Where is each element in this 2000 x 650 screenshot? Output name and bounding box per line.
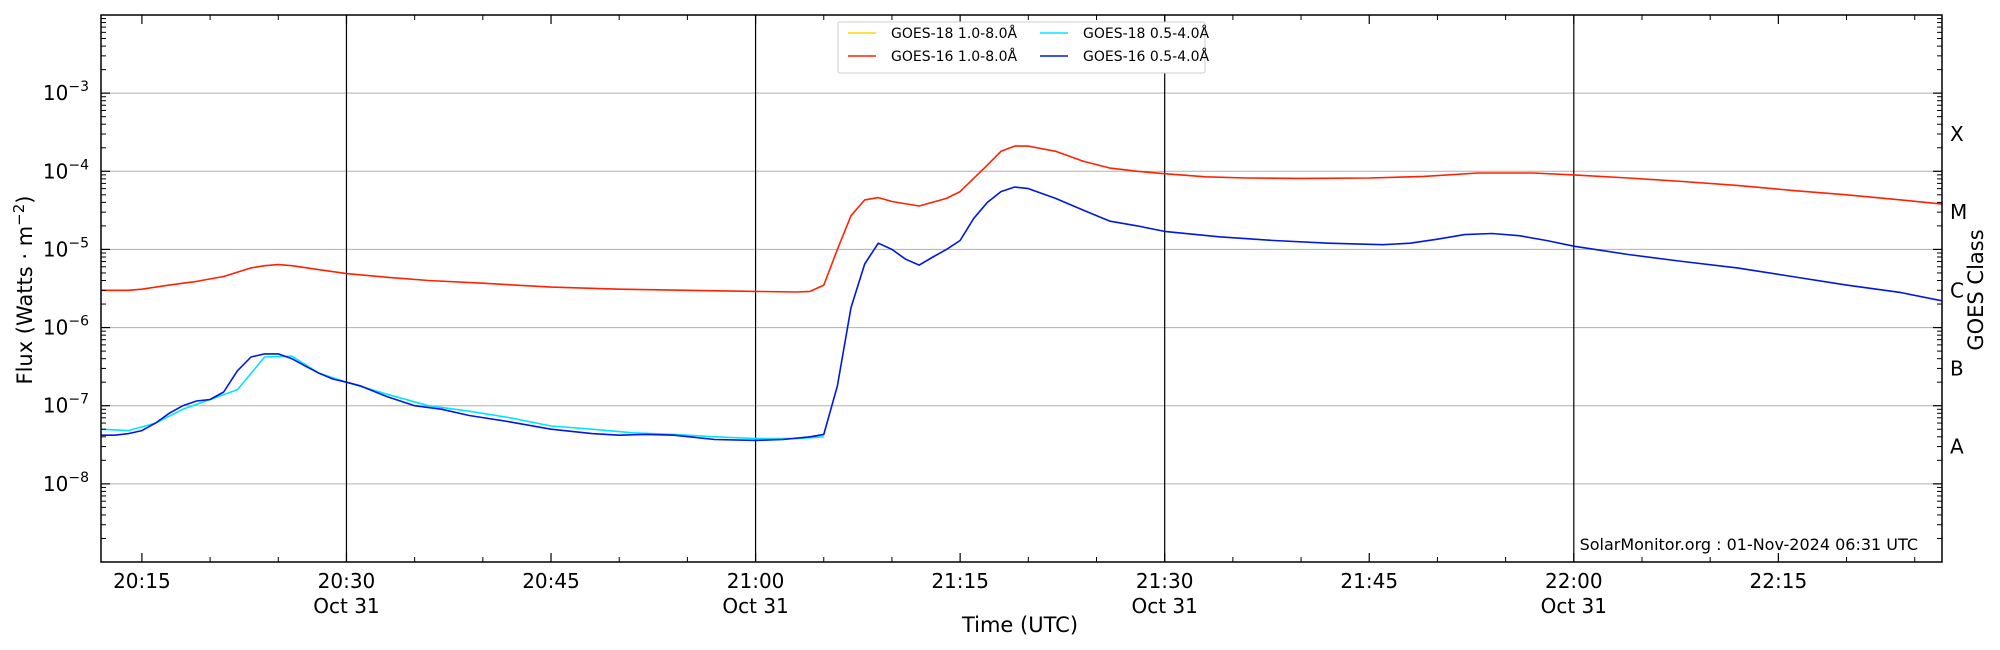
- y-tick-base: 10: [43, 237, 68, 261]
- legend-label: GOES-16 1.0-8.0Å: [891, 48, 1017, 65]
- y-tick-exponent: −8: [68, 470, 89, 486]
- y-tick-labels: 10−810−710−610−510−410−3: [43, 79, 89, 496]
- y-tick-label: 10−4: [43, 157, 89, 183]
- goes-class-label: C: [1950, 278, 1964, 302]
- series-line-goes-16-0-5-4-0: [101, 186, 1943, 442]
- x-tick-date-label: Oct 31: [722, 594, 788, 618]
- x-tick-label: 21:15: [931, 569, 989, 593]
- x-tick-date-label: Oct 31: [313, 594, 379, 618]
- y-tick-base: 10: [43, 316, 68, 340]
- y-tick-exponent: −3: [68, 79, 89, 95]
- x-tick-label: 20:15: [113, 569, 171, 593]
- credit-text: SolarMonitor.org : 01-Nov-2024 06:31 UTC: [1580, 535, 1918, 554]
- y-tick-base: 10: [43, 159, 68, 183]
- y-axis-title-exponent: −2: [10, 204, 28, 226]
- legend-label: GOES-16 0.5-4.0Å: [1083, 48, 1209, 65]
- goes-class-label: M: [1950, 200, 1967, 224]
- y-tick-base: 10: [43, 81, 68, 105]
- x-tick-label: 21:00: [727, 569, 785, 593]
- legend: GOES-18 1.0-8.0Å GOES-16 1.0-8.0Å GOES-18 …: [837, 21, 1209, 74]
- grid-layer: [101, 92, 1942, 485]
- y-tick-label: 10−6: [43, 314, 89, 340]
- x-tick-date-label: Oct 31: [1541, 594, 1607, 618]
- x-tick-label: 20:45: [522, 569, 580, 593]
- x-tick-date-label: Oct 31: [1131, 594, 1197, 618]
- x-tick-label: 20:30: [318, 569, 376, 593]
- y-axis-title-main: Flux (Watts · m: [13, 226, 37, 385]
- plot-frame: [100, 14, 1943, 563]
- y-tick-exponent: −5: [68, 235, 89, 251]
- series-line-goes-16-1-0-8-0: [101, 145, 1943, 293]
- right-axis-title: GOES Class: [1964, 229, 1988, 350]
- y-tick-label: 10−5: [43, 235, 89, 261]
- y-tick-label: 10−3: [43, 79, 89, 105]
- day-marker-lines: [345, 15, 1575, 562]
- legend-label: GOES-18 1.0-8.0Å: [891, 25, 1017, 42]
- y-tick-base: 10: [43, 394, 68, 418]
- y-tick-exponent: −4: [68, 157, 89, 173]
- goes-class-labels: A B C M X: [1950, 122, 1967, 459]
- x-tick-label: 21:45: [1340, 569, 1398, 593]
- y-axis-title-close: ): [13, 195, 37, 203]
- y-axis-title: Flux (Watts · m−2): [10, 195, 37, 384]
- x-tick-label: 22:15: [1750, 569, 1808, 593]
- y-tick-base: 10: [43, 472, 68, 496]
- x-tick-label: 21:30: [1136, 569, 1194, 593]
- tick-layer: [101, 15, 1942, 562]
- y-tick-label: 10−7: [43, 392, 89, 418]
- legend-label: GOES-18 0.5-4.0Å: [1083, 25, 1209, 42]
- series-line-goes-18-0-5-4-0: [100, 355, 824, 440]
- y-tick-exponent: −7: [68, 392, 89, 408]
- y-tick-exponent: −6: [68, 314, 89, 330]
- legend-box: [837, 21, 1206, 74]
- goes-class-label: B: [1950, 356, 1964, 380]
- goes-class-label: A: [1950, 435, 1964, 459]
- x-tick-label: 22:00: [1545, 569, 1603, 593]
- series-layer: [100, 145, 1943, 442]
- x-axis-title: Time (UTC): [961, 613, 1078, 637]
- y-tick-label: 10−8: [43, 470, 89, 496]
- goes-class-label: X: [1950, 122, 1964, 146]
